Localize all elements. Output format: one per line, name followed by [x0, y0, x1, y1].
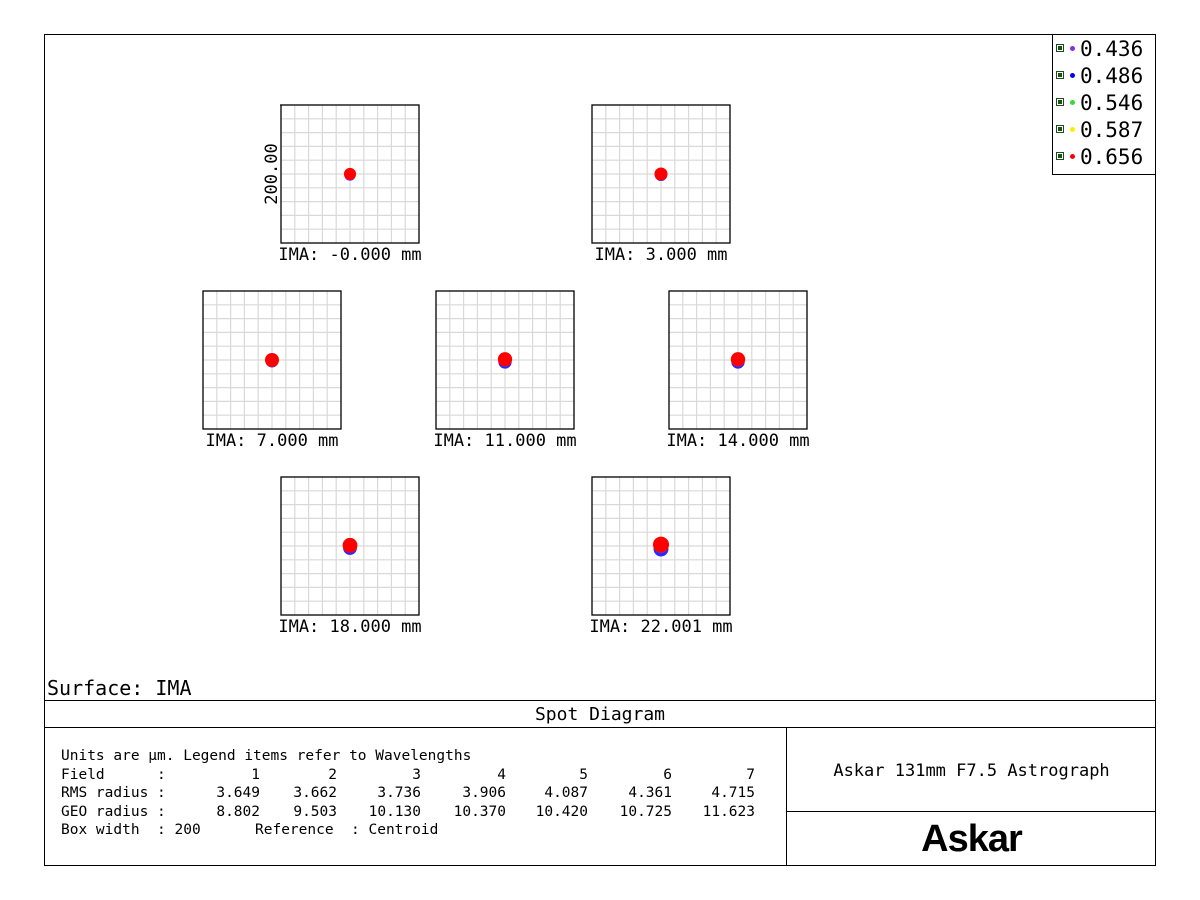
field-number-cell: 7	[746, 766, 755, 783]
spot-box	[435, 290, 575, 430]
legend-color-dot	[1070, 127, 1075, 132]
field-label: IMA: 3.000 mm	[594, 245, 727, 265]
legend-label: 0.436	[1080, 37, 1144, 61]
askar-logo: Askar	[921, 818, 1023, 860]
legend-color-dot	[1070, 46, 1075, 51]
legend-label: 0.486	[1080, 64, 1144, 88]
rms-row-label: RMS radius :	[61, 785, 166, 802]
box-width-row: Box width : 200 Reference : Centroid	[61, 821, 438, 840]
checkbox-icon[interactable]	[1056, 71, 1064, 79]
spot-wavelength-0.656	[654, 167, 668, 181]
legend-item[interactable]: 0.546	[1053, 89, 1157, 116]
rms-radius-cell: 3.736	[377, 785, 421, 802]
reference-text: Reference : Centroid	[255, 822, 439, 839]
field-number-cell: 5	[579, 766, 588, 783]
units-text: Units are µm. Legend items refer to Wave…	[61, 748, 472, 764]
legend-label: 0.656	[1080, 145, 1144, 169]
spot-wavelength-0.656	[652, 536, 670, 553]
field-label: IMA: 14.000 mm	[666, 431, 809, 451]
divider	[44, 700, 1156, 701]
chart-title: Spot Diagram	[534, 704, 666, 725]
rms-radius-cell: 3.906	[462, 785, 506, 802]
field-number-cell: 4	[497, 766, 506, 783]
spot-wavelength-0.656	[343, 167, 357, 181]
field-row: Field : 1 2 3 4 5 6 7	[61, 766, 755, 785]
spot-box	[668, 290, 808, 430]
legend-item[interactable]: 0.656	[1053, 143, 1157, 170]
geo-radius-cell: 8.802	[216, 803, 260, 820]
geo-radius-cell: 10.370	[453, 803, 506, 820]
rms-radius-cell: 4.715	[711, 785, 755, 802]
checkbox-icon[interactable]	[1056, 98, 1064, 106]
geo-radius-cell: 10.420	[535, 803, 588, 820]
info-table: Units are µm. Legend items refer to Wave…	[61, 747, 755, 840]
spot-box	[591, 476, 731, 616]
scale-label: 200.00	[262, 143, 282, 204]
legend-item[interactable]: 0.587	[1053, 116, 1157, 143]
geo-row: GEO radius : 8.802 9.503 10.130 10.370 10.42…	[61, 803, 755, 822]
field-label: IMA: 22.001 mm	[589, 617, 732, 637]
checkbox-icon[interactable]	[1056, 152, 1064, 160]
divider	[44, 727, 1156, 728]
rms-radius-cell: 3.662	[293, 785, 337, 802]
plot-frame	[44, 34, 1156, 866]
geo-radius-cell: 10.725	[619, 803, 672, 820]
system-title: Askar 131mm F7.5 Astrograph	[833, 761, 1110, 781]
rms-radius-cell: 3.649	[216, 785, 260, 802]
info-units-line: Units are µm. Legend items refer to Wave…	[61, 747, 471, 766]
geo-radius-cell: 10.130	[368, 803, 421, 820]
spot-box	[280, 476, 420, 616]
spot-box	[591, 104, 731, 244]
box-width-text: Box width : 200	[61, 822, 201, 839]
checkbox-icon[interactable]	[1056, 44, 1064, 52]
field-label: IMA: 11.000 mm	[433, 431, 576, 451]
field-number-cell: 1	[251, 766, 260, 783]
divider	[786, 728, 787, 866]
spot-box	[280, 104, 420, 244]
field-label: IMA: 7.000 mm	[205, 431, 338, 451]
field-label: IMA: 18.000 mm	[278, 617, 421, 637]
legend-item[interactable]: 0.436	[1053, 35, 1157, 62]
spot-wavelength-0.656	[730, 352, 746, 367]
legend-color-dot	[1070, 100, 1075, 105]
spot-box	[202, 290, 342, 430]
spot-wavelength-0.656	[342, 537, 358, 553]
field-row-label: Field :	[61, 766, 166, 783]
legend-color-dot	[1070, 73, 1075, 78]
rms-radius-cell: 4.361	[628, 785, 672, 802]
spot-wavelength-0.656	[497, 352, 513, 367]
geo-radius-cell: 9.503	[293, 803, 337, 820]
field-label: IMA: -0.000 mm	[278, 245, 421, 265]
spot-wavelength-0.656	[265, 353, 279, 367]
surface-label: Surface: IMA	[47, 676, 192, 700]
field-number-cell: 2	[328, 766, 337, 783]
legend-label: 0.587	[1080, 118, 1144, 142]
checkbox-icon[interactable]	[1056, 125, 1064, 133]
rms-radius-cell: 4.087	[544, 785, 588, 802]
rms-row: RMS radius : 3.649 3.662 3.736 3.906 4.087 4.…	[61, 784, 755, 803]
field-number-cell: 6	[663, 766, 672, 783]
geo-row-label: GEO radius :	[61, 803, 166, 820]
legend-item[interactable]: 0.486	[1053, 62, 1157, 89]
wavelength-legend: 0.436 0.486 0.546 0.587 0.656	[1052, 34, 1156, 175]
field-number-cell: 3	[412, 766, 421, 783]
geo-radius-cell: 11.623	[702, 803, 755, 820]
divider	[787, 811, 1156, 812]
legend-label: 0.546	[1080, 91, 1144, 115]
legend-color-dot	[1070, 154, 1075, 159]
